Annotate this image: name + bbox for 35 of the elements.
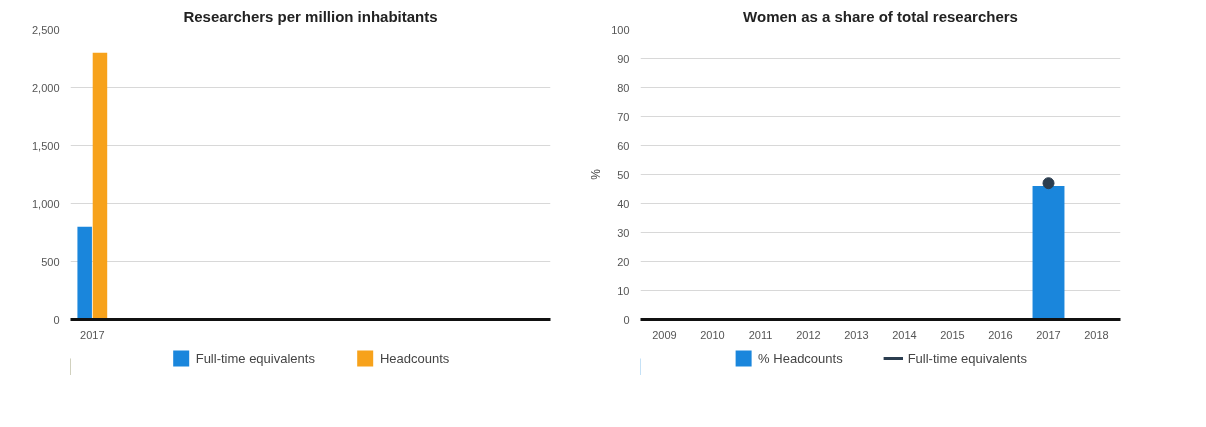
y-tick-label: 10 xyxy=(617,284,630,297)
y-tick-label: 1,000 xyxy=(31,197,60,210)
x-tick-label: 2015 xyxy=(940,328,965,341)
y-tick-label: 40 xyxy=(617,197,630,210)
y-tick-label: 80 xyxy=(617,81,630,94)
y-tick-label: 60 xyxy=(617,139,630,152)
y-tick-label: 100 xyxy=(611,23,630,36)
x-tick-label: 2012 xyxy=(796,328,821,341)
legend-label: Headcounts xyxy=(379,350,450,366)
y-axis-title: % xyxy=(589,168,604,180)
y-tick-label: 2,500 xyxy=(31,23,60,36)
y-tick-label: 50 xyxy=(617,168,630,181)
legend-label: % Headcounts xyxy=(758,350,843,366)
legend-label: Full-time equivalents xyxy=(907,350,1027,366)
y-tick-label: 90 xyxy=(617,52,630,65)
x-tick-label: 2013 xyxy=(844,328,869,341)
x-tick-label: 2010 xyxy=(700,328,725,341)
x-tick-label: 2018 xyxy=(1084,328,1109,341)
x-tick-label: 2016 xyxy=(988,328,1013,341)
x-tick-label: 2017 xyxy=(80,328,105,341)
y-tick-label: 20 xyxy=(617,255,630,268)
x-tick-label: 2011 xyxy=(748,328,773,341)
chart-title: Researchers per million inhabitants xyxy=(183,7,438,25)
legend-label: Full-time equivalents xyxy=(195,350,315,366)
y-tick-label: 30 xyxy=(617,226,630,239)
y-tick-label: 1,500 xyxy=(31,139,60,152)
x-tick-label: 2014 xyxy=(892,328,917,341)
x-tick-label: 2017 xyxy=(1036,328,1061,341)
y-tick-label: 2,000 xyxy=(31,81,60,94)
chart-title: Women as a share of total researchers xyxy=(743,7,1018,25)
y-tick-label: 0 xyxy=(53,313,60,326)
y-tick-label: 70 xyxy=(617,110,630,123)
y-tick-label: 500 xyxy=(41,255,60,268)
x-tick-label: 2009 xyxy=(652,328,677,341)
y-tick-label: 0 xyxy=(623,313,630,326)
